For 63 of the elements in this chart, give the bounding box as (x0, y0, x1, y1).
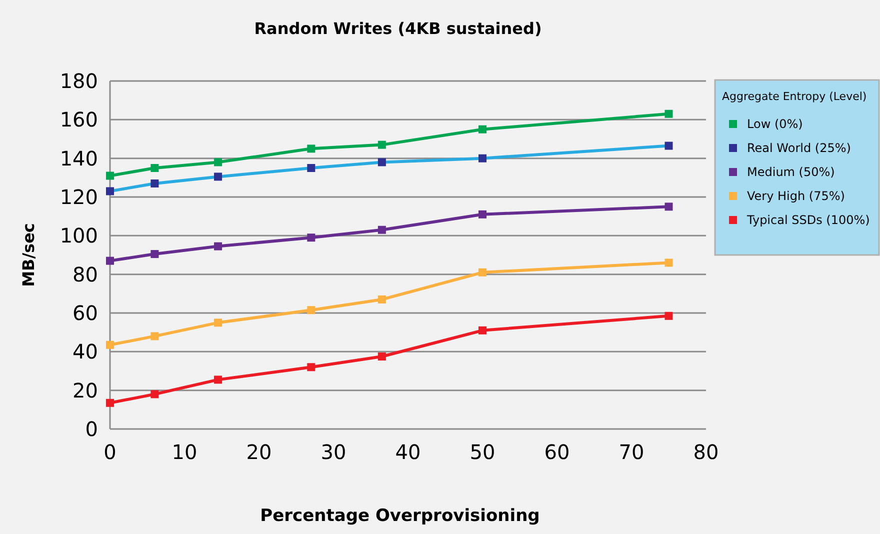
point (150, 164, 159, 172)
point (664, 202, 673, 211)
point (307, 363, 316, 372)
point (106, 256, 114, 265)
point (478, 125, 486, 134)
point (214, 158, 222, 166)
point (478, 268, 486, 276)
point (378, 158, 386, 166)
x-tick-label: 40 (395, 440, 421, 464)
point (378, 226, 386, 234)
point (664, 258, 673, 267)
point (378, 295, 386, 304)
legend-label: Very High (75%) (747, 189, 845, 203)
y-tick-label: 160 (60, 108, 98, 132)
y-axis-title: MB/sec (19, 223, 38, 287)
y-tick-label: 100 (60, 224, 98, 248)
point (478, 210, 486, 218)
y-tick-label: 60 (72, 301, 98, 325)
point (150, 332, 159, 340)
legend-label: Typical SSDs (100%) (746, 213, 870, 227)
x-axis-title: Percentage Overprovisioning (260, 506, 540, 526)
legend-label: Medium (50%) (747, 165, 835, 179)
point (307, 144, 316, 153)
point (214, 376, 222, 384)
point (106, 398, 114, 407)
point (214, 318, 222, 327)
point (307, 164, 316, 172)
x-tick-label: 80 (693, 440, 719, 464)
point (307, 306, 316, 314)
x-tick-label: 10 (172, 440, 198, 464)
point (478, 326, 486, 334)
point (214, 242, 222, 250)
legend-label: Low (0%) (747, 117, 803, 131)
chart-title: Random Writes (4KB sustained) (254, 19, 542, 38)
x-tick-label: 0 (104, 440, 116, 464)
point (378, 140, 386, 149)
x-tick-label: 60 (544, 440, 570, 464)
y-tick-label: 0 (85, 417, 98, 441)
legend-label: Real World (25%) (747, 141, 851, 155)
point (307, 234, 316, 242)
point (106, 187, 114, 196)
legend-title: Aggregate Entropy (Level) (722, 90, 867, 103)
y-tick-label: 20 (72, 378, 98, 402)
point (378, 352, 386, 360)
x-tick-label: 50 (470, 440, 496, 464)
point (664, 110, 673, 118)
point (150, 390, 159, 398)
x-tick-label: 30 (320, 440, 346, 464)
point (106, 340, 114, 349)
y-tick-label: 140 (60, 146, 98, 170)
y-tick-label: 120 (60, 185, 98, 209)
point (106, 172, 114, 180)
point (664, 142, 673, 150)
point (150, 179, 159, 188)
y-tick-label: 40 (72, 340, 98, 364)
point (664, 312, 673, 320)
x-tick-label: 20 (246, 440, 272, 464)
point (150, 250, 159, 258)
y-tick-label: 80 (72, 262, 98, 286)
point (478, 154, 486, 162)
point (214, 172, 222, 181)
y-tick-label: 180 (60, 69, 98, 93)
x-tick-label: 70 (618, 440, 644, 464)
